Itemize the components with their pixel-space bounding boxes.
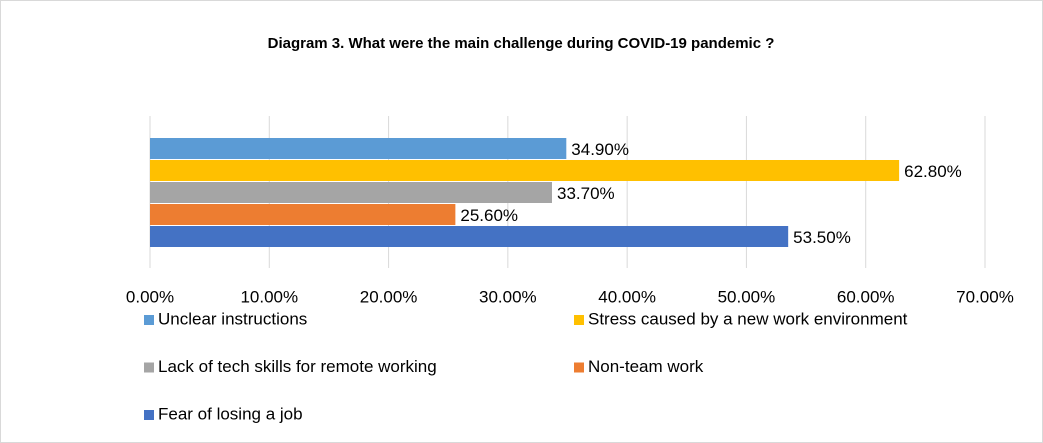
data-label: 34.90% [571,140,629,159]
legend-swatch [574,362,584,373]
x-tick-label: 40.00% [598,287,656,306]
x-tick-label: 10.00% [240,287,298,306]
bar [150,138,567,159]
legend-swatch [144,315,154,325]
x-tick-label: 30.00% [479,287,537,306]
legend-swatch [574,315,584,325]
legend-label: Stress caused by a new work environment [588,309,908,328]
legend-label: Non-team work [588,357,704,376]
x-tick-label: 20.00% [360,287,418,306]
legend-label: Unclear instructions [158,309,307,328]
x-tick-label: 0.00% [126,287,174,306]
data-label: 62.80% [904,162,962,181]
x-tick-label: 50.00% [718,287,776,306]
bar [150,160,900,181]
data-label: 33.70% [557,184,615,203]
x-tick-label: 70.00% [956,287,1014,306]
legend-label: Lack of tech skills for remote working [158,357,437,376]
chart-title: Diagram 3. What were the main challenge … [268,35,775,52]
legend-swatch [144,410,154,420]
bar [150,182,552,203]
x-tick-label: 60.00% [837,287,895,306]
bar [150,204,456,225]
legend-label: Fear of losing a job [158,404,303,423]
data-label: 53.50% [793,228,851,247]
legend-swatch [144,362,154,373]
bar [150,226,789,247]
data-label: 25.60% [460,206,518,225]
